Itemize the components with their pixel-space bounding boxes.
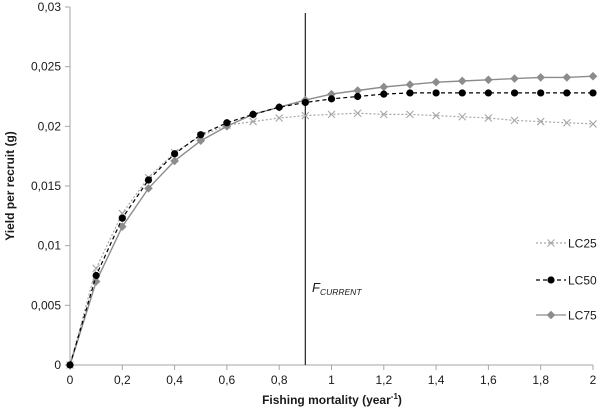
lc50-marker: [118, 214, 126, 222]
legend-marker-icon: [547, 239, 555, 247]
lc25-marker: [379, 110, 388, 119]
lc25-line: [69, 112, 594, 366]
lc50-marker: [354, 92, 362, 101]
x-tick-label: 0: [67, 373, 74, 387]
lc50-line: [69, 92, 593, 366]
x-tick-label: 0,6: [219, 373, 236, 387]
f-current-label: FCURRENT: [312, 280, 362, 297]
legend: LC25 LC50 LC75: [536, 237, 597, 323]
lc50-marker: [380, 90, 388, 98]
lc75-marker: [562, 73, 572, 82]
x-tick-label: 1,6: [480, 373, 497, 387]
legend-item-lc25: LC25: [536, 237, 597, 251]
axes: 0 0,005 0,01 0,015 0,02 0,025 0,03 0 0,2 0,4 0,6 0,…: [31, 0, 597, 387]
lc50-marker: [537, 89, 545, 97]
y-tick-label: 0,005: [31, 298, 61, 312]
lc50-marker: [144, 176, 153, 184]
lc50-marker: [327, 95, 336, 103]
y-tick-label: 0,02: [38, 119, 62, 133]
lc75-marker: [405, 80, 415, 89]
legend-label: LC50: [568, 274, 597, 288]
lc25-marker: [249, 117, 257, 126]
x-tick-label: 1: [328, 373, 335, 387]
lc50-marker: [510, 89, 519, 97]
lc25-marker: [275, 114, 284, 122]
legend-item-lc75: LC75: [536, 309, 597, 323]
lc50-marker: [197, 131, 205, 139]
legend-item-lc50: LC50: [536, 274, 597, 288]
x-tick-label: 0,4: [166, 373, 183, 387]
y-tick-label: 0,03: [38, 0, 62, 14]
y-axis-title: Yield per recruit (g): [3, 131, 17, 241]
legend-label: LC75: [568, 309, 597, 323]
lc25-marker: [562, 118, 571, 127]
lc75-marker: [484, 75, 493, 85]
series-lc50: [66, 89, 597, 369]
legend-marker-icon: [547, 276, 555, 284]
lc75-marker: [510, 74, 519, 83]
lc75-line: [69, 75, 594, 366]
lc50-marker: [275, 103, 283, 111]
lc75-marker: [379, 82, 389, 92]
legend-marker-icon: [546, 310, 556, 320]
x-tick-label: 0,8: [271, 373, 288, 387]
lc50-marker: [406, 89, 414, 97]
lc25-marker: [536, 117, 545, 126]
x-tick-label: 1,8: [532, 373, 549, 387]
lc25-marker: [432, 111, 440, 120]
series-layer: [65, 71, 598, 370]
lc75-marker: [144, 184, 153, 193]
lc50-marker: [458, 89, 466, 97]
lc50-marker: [92, 271, 100, 280]
lc25-marker: [406, 110, 414, 119]
lc25-marker: [353, 109, 362, 118]
x-tick-label: 1,4: [428, 373, 445, 387]
x-tick-label: 0,2: [114, 373, 131, 387]
series-lc75: [65, 71, 598, 370]
y-tick-label: 0,01: [38, 239, 62, 253]
lc50-marker: [249, 110, 257, 118]
lc75-marker: [431, 77, 441, 87]
lc75-marker: [536, 73, 545, 82]
lc50-marker: [432, 89, 440, 97]
lc75-marker: [118, 222, 127, 231]
x-axis-title: Fishing mortality (year-1): [262, 392, 402, 407]
lc50-marker: [301, 98, 309, 107]
lc50-marker: [171, 150, 179, 158]
lc75-marker: [170, 156, 179, 166]
lc50-marker: [484, 89, 492, 97]
lc50-marker: [223, 119, 231, 127]
lc50-marker: [589, 89, 597, 97]
lc25-marker: [589, 120, 597, 128]
lc75-marker: [353, 86, 362, 95]
lc25-marker: [458, 112, 467, 121]
lc75-marker: [588, 71, 598, 81]
lc75-marker: [457, 76, 467, 86]
legend-label: LC25: [568, 237, 597, 251]
y-tick-label: 0: [54, 358, 61, 372]
lc50-marker: [563, 89, 571, 97]
series-lc25: [66, 109, 597, 369]
x-tick-label: 1,2: [375, 373, 392, 387]
y-tick-label: 0,015: [31, 179, 61, 193]
x-tick-label: 2: [590, 373, 597, 387]
lc75-marker: [196, 136, 206, 145]
lc25-marker: [510, 116, 519, 125]
lc25-marker: [301, 111, 310, 120]
lc50-marker: [66, 361, 74, 369]
y-tick-label: 0,025: [31, 60, 61, 74]
lc25-marker: [484, 114, 493, 122]
lc25-marker: [327, 110, 336, 119]
